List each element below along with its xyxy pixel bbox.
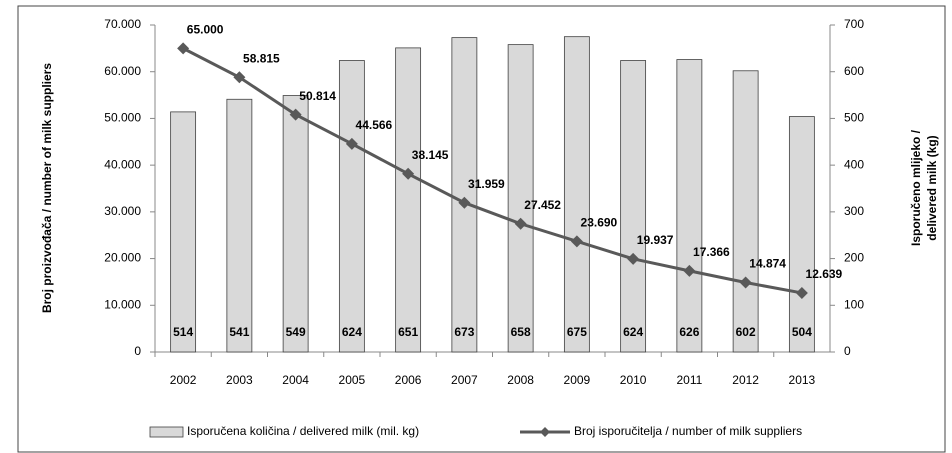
- y-tick-label: 40.000: [104, 157, 141, 171]
- line-label: 44.566: [356, 118, 393, 132]
- bar-label: 626: [679, 325, 699, 339]
- bar-label: 624: [342, 325, 362, 339]
- legend-label: Broj isporučitelja / number of milk supp…: [574, 424, 802, 438]
- bar: [451, 37, 478, 353]
- line-marker: [177, 42, 190, 55]
- line-marker: [233, 71, 246, 84]
- line-label: 27.452: [524, 198, 561, 212]
- legend-swatch: [149, 426, 184, 438]
- bar-label: 602: [736, 325, 756, 339]
- bar: [676, 59, 703, 353]
- x-tick-label: 2013: [789, 373, 816, 387]
- line-marker: [345, 137, 358, 150]
- x-tick-label: 2003: [226, 373, 253, 387]
- line-label: 65.000: [187, 23, 224, 37]
- bar: [395, 47, 422, 353]
- bar: [620, 60, 647, 353]
- y2-tick-label: 600: [844, 64, 864, 78]
- line-label: 31.959: [468, 177, 505, 191]
- y2-tick-label: 0: [844, 344, 851, 358]
- bar-label: 504: [792, 325, 812, 339]
- x-tick-label: 2004: [282, 373, 309, 387]
- bar-label: 541: [229, 325, 249, 339]
- x-tick-label: 2009: [564, 373, 591, 387]
- bar-label: 549: [286, 325, 306, 339]
- bar: [170, 111, 197, 353]
- y2-axis-title: Isporučeno mlijeko /: [909, 129, 923, 246]
- y-tick-label: 20.000: [104, 251, 141, 265]
- line-marker: [739, 276, 752, 289]
- y2-tick-label: 100: [844, 297, 864, 311]
- x-tick-label: 2012: [732, 373, 759, 387]
- line-label: 14.874: [749, 257, 786, 271]
- x-tick-label: 2002: [170, 373, 197, 387]
- x-tick-label: 2007: [451, 373, 478, 387]
- y2-tick-label: 200: [844, 251, 864, 265]
- x-tick-label: 2010: [620, 373, 647, 387]
- line-marker: [627, 252, 640, 265]
- line-label: 17.366: [693, 245, 730, 259]
- x-tick-label: 2006: [395, 373, 422, 387]
- y-axis-title: Broj proizvođača / number of milk suppli…: [40, 63, 54, 313]
- bar-label: 651: [398, 325, 418, 339]
- line-marker: [458, 196, 471, 209]
- y-tick-label: 0: [134, 344, 141, 358]
- x-tick-label: 2008: [507, 373, 534, 387]
- bar: [507, 44, 534, 353]
- line-marker: [402, 167, 415, 180]
- x-tick-label: 2011: [676, 373, 702, 387]
- line-label: 38.145: [412, 148, 449, 162]
- line-marker: [289, 108, 302, 121]
- bar-label: 624: [623, 325, 643, 339]
- chart-frame: [17, 5, 946, 453]
- line: [182, 47, 803, 295]
- legend-marker: [540, 427, 550, 437]
- line-marker: [514, 217, 527, 230]
- bar-label: 514: [173, 325, 193, 339]
- bar-label: 675: [567, 325, 587, 339]
- y2-tick-label: 400: [844, 157, 864, 171]
- line-label: 50.814: [299, 89, 336, 103]
- line-marker: [570, 235, 583, 248]
- bar: [338, 60, 365, 353]
- line-label: 12.639: [806, 267, 843, 281]
- y-tick-label: 30.000: [104, 204, 141, 218]
- bar: [226, 98, 253, 353]
- y2-tick-label: 700: [844, 17, 864, 31]
- line-marker: [795, 286, 808, 299]
- y-tick-label: 70.000: [104, 17, 141, 31]
- y-tick-label: 10.000: [104, 297, 141, 311]
- bar: [788, 116, 815, 353]
- y-tick-label: 50.000: [104, 111, 141, 125]
- bar: [282, 95, 309, 353]
- bar-label: 673: [454, 325, 474, 339]
- y2-tick-label: 500: [844, 111, 864, 125]
- y2-axis-title: delivered milk (kg): [925, 135, 939, 240]
- x-tick-label: 2005: [339, 373, 366, 387]
- line-label: 23.690: [581, 216, 618, 230]
- y2-tick-label: 300: [844, 204, 864, 218]
- bar-label: 658: [511, 325, 531, 339]
- line-label: 19.937: [637, 233, 674, 247]
- line-label: 58.815: [243, 51, 280, 65]
- y-tick-label: 60.000: [104, 64, 141, 78]
- legend-label: Isporučena količina / delivered milk (mi…: [187, 424, 419, 438]
- bar: [732, 70, 759, 353]
- bar: [563, 36, 590, 353]
- line-marker: [683, 264, 696, 277]
